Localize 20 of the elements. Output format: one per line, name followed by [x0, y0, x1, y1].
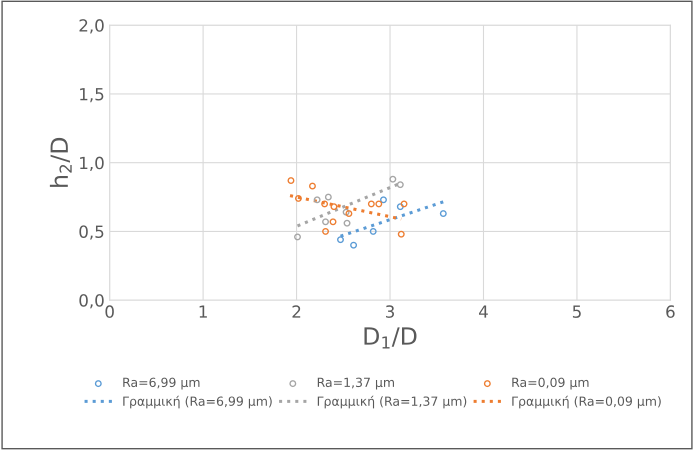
legend-label: Γραμμική (Ra=6,99 μm) [123, 396, 272, 408]
legend-label: Γραμμική (Ra=0,09 μm) [512, 396, 661, 408]
x-tick-label: 0 [105, 305, 114, 318]
x-tick-label: 6 [666, 305, 675, 318]
y-tick-label: 1,0 [80, 156, 104, 171]
y-tick-label: 2,0 [80, 19, 104, 34]
y-tick-label: 0,5 [79, 225, 104, 240]
y-tick-label: 0,0 [79, 294, 104, 308]
legend-label: Ra=0,09 μm [512, 378, 588, 390]
x-tick-label: 3 [386, 305, 394, 318]
y-tick-label: 1,5 [80, 88, 104, 102]
legend-label: Γραμμική (Ra=1,37 μm) [318, 396, 466, 408]
x-tick-label: 4 [479, 306, 488, 318]
x-tick-label: 5 [572, 306, 581, 318]
x-tick-label: 2 [292, 305, 300, 318]
x-tick-label: 1 [200, 306, 207, 318]
legend-label: Ra=1,37 μm [318, 378, 394, 390]
x-axis-title: D$_{1}$/D [364, 327, 416, 348]
y-axis-title: h$_{2}$/D [50, 138, 72, 187]
legend-label: Ra=6,99 μm [123, 378, 200, 390]
